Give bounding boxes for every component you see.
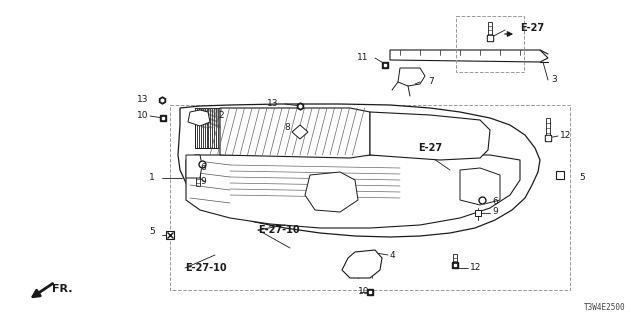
- Text: E-27: E-27: [418, 143, 442, 153]
- Text: 9: 9: [492, 207, 498, 217]
- Polygon shape: [398, 68, 425, 86]
- Bar: [546, 118, 550, 138]
- Text: 6: 6: [492, 197, 498, 206]
- Bar: [453, 254, 457, 268]
- Text: E-27: E-27: [520, 23, 544, 33]
- Text: 7: 7: [428, 77, 434, 86]
- Text: 10: 10: [136, 111, 148, 121]
- Bar: [170, 105, 570, 290]
- Polygon shape: [220, 108, 370, 158]
- Polygon shape: [195, 108, 220, 148]
- Bar: [488, 22, 492, 38]
- Text: 2: 2: [218, 110, 223, 119]
- Text: 4: 4: [390, 251, 396, 260]
- Bar: [456, 16, 524, 72]
- Polygon shape: [390, 50, 548, 62]
- Polygon shape: [342, 250, 382, 278]
- Text: 13: 13: [136, 95, 148, 105]
- Text: 1: 1: [149, 173, 155, 182]
- Text: 8: 8: [284, 124, 290, 132]
- Text: 12: 12: [560, 132, 572, 140]
- Text: 5: 5: [149, 228, 155, 236]
- Text: T3W4E2500: T3W4E2500: [584, 303, 625, 312]
- Polygon shape: [186, 155, 520, 228]
- Polygon shape: [292, 125, 308, 139]
- Text: 3: 3: [551, 76, 557, 84]
- Text: 6: 6: [200, 164, 205, 172]
- Polygon shape: [460, 168, 500, 205]
- Text: 13: 13: [266, 100, 278, 108]
- Text: 9: 9: [200, 178, 205, 187]
- Polygon shape: [370, 112, 490, 160]
- Polygon shape: [188, 110, 210, 126]
- Text: FR.: FR.: [52, 284, 72, 294]
- Polygon shape: [178, 104, 540, 237]
- Text: 12: 12: [470, 263, 481, 273]
- Text: 10: 10: [358, 287, 369, 297]
- Text: E-27-10: E-27-10: [185, 263, 227, 273]
- Text: 5: 5: [579, 173, 585, 182]
- Text: E-27-10: E-27-10: [258, 225, 300, 235]
- Polygon shape: [305, 172, 358, 212]
- Text: 11: 11: [356, 53, 368, 62]
- Polygon shape: [186, 155, 202, 178]
- Bar: [196, 172, 200, 186]
